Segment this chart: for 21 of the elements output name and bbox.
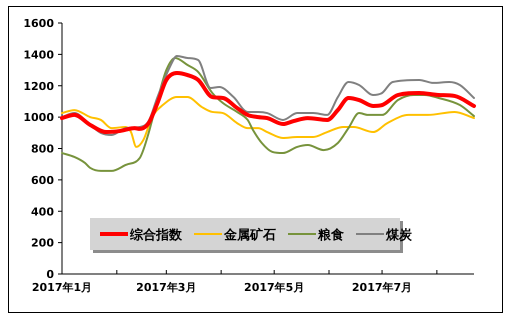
- line-series: [60, 71, 476, 134]
- line-series: [61, 54, 475, 136]
- line-series: [61, 56, 475, 172]
- y-tick-label: 1000: [23, 111, 54, 124]
- line-series: [61, 96, 475, 148]
- y-tick-label: 1200: [23, 80, 54, 93]
- y-tick-label: 400: [31, 205, 54, 218]
- x-tick-label: 2017年7月: [352, 281, 412, 294]
- legend-label: 煤炭: [385, 228, 413, 243]
- legend-label: 综合指数: [129, 227, 183, 243]
- y-tick-label: 800: [31, 142, 54, 156]
- y-tick-label: 1600: [23, 17, 54, 30]
- y-tick-label: 0: [46, 268, 54, 281]
- y-tick-label: 200: [31, 236, 54, 250]
- legend-label: 粮食: [317, 227, 344, 243]
- x-tick-label: 2017年1月: [32, 281, 92, 294]
- y-tick-label: 600: [31, 174, 54, 187]
- x-tick-label: 2017年3月: [136, 281, 196, 294]
- legend-label: 金属矿石: [223, 227, 276, 243]
- x-tick-label: 2017年5月: [244, 281, 304, 294]
- y-tick-label: 1400: [23, 48, 54, 62]
